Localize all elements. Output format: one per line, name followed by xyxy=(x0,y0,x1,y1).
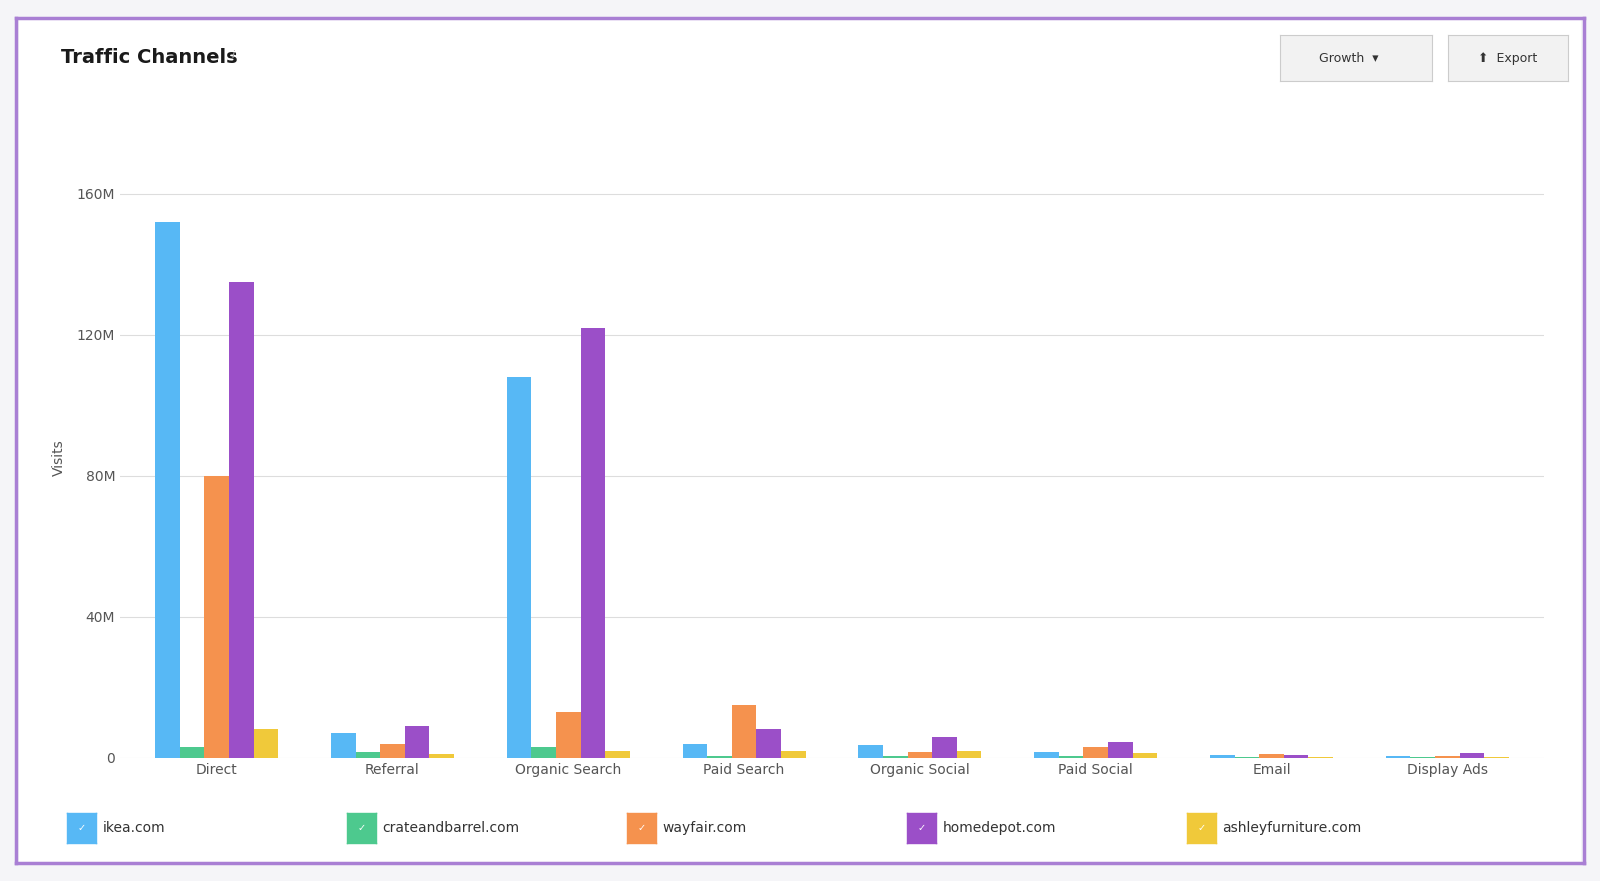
Bar xyxy=(781,751,806,758)
Text: homedepot.com: homedepot.com xyxy=(942,821,1056,835)
Text: i: i xyxy=(232,50,235,60)
Bar xyxy=(907,752,933,758)
Bar xyxy=(1309,757,1333,758)
Bar xyxy=(858,745,883,758)
Bar xyxy=(381,744,405,758)
Bar xyxy=(1059,756,1083,758)
Bar xyxy=(1083,747,1109,758)
Bar xyxy=(1109,742,1133,758)
Text: Traffic Channels: Traffic Channels xyxy=(61,48,237,68)
Bar xyxy=(933,737,957,758)
Bar xyxy=(205,476,229,758)
Bar xyxy=(405,726,429,758)
Text: ✓: ✓ xyxy=(637,823,646,833)
Bar xyxy=(179,747,205,758)
Text: ✓: ✓ xyxy=(357,823,366,833)
Bar xyxy=(707,756,731,758)
Bar xyxy=(531,747,555,758)
Text: ✓: ✓ xyxy=(1197,823,1206,833)
Text: ✓: ✓ xyxy=(917,823,926,833)
Bar xyxy=(1283,755,1309,758)
Bar xyxy=(229,282,254,758)
Bar xyxy=(957,751,981,758)
Y-axis label: Visits: Visits xyxy=(51,440,66,477)
Bar xyxy=(581,328,605,758)
Bar xyxy=(555,712,581,758)
Bar xyxy=(254,729,278,758)
Bar xyxy=(731,705,757,758)
Text: wayfair.com: wayfair.com xyxy=(662,821,747,835)
Bar xyxy=(1386,756,1410,758)
Bar xyxy=(429,754,454,758)
Bar xyxy=(1210,755,1235,758)
Bar xyxy=(605,751,630,758)
Bar xyxy=(331,733,355,758)
Text: ✓: ✓ xyxy=(77,823,86,833)
Text: ashleyfurniture.com: ashleyfurniture.com xyxy=(1222,821,1362,835)
Text: ikea.com: ikea.com xyxy=(102,821,165,835)
Bar xyxy=(1459,753,1485,758)
Bar xyxy=(683,744,707,758)
Bar xyxy=(883,756,907,758)
Bar xyxy=(507,377,531,758)
Bar xyxy=(355,752,381,758)
Bar xyxy=(1259,754,1283,758)
Text: ⬆  Export: ⬆ Export xyxy=(1478,52,1538,64)
Bar xyxy=(1133,753,1157,758)
Bar xyxy=(155,222,179,758)
Bar xyxy=(757,729,781,758)
Bar xyxy=(1034,752,1059,758)
Text: Growth  ▾: Growth ▾ xyxy=(1318,52,1378,64)
Text: crateandbarrel.com: crateandbarrel.com xyxy=(382,821,520,835)
Bar xyxy=(1435,756,1459,758)
